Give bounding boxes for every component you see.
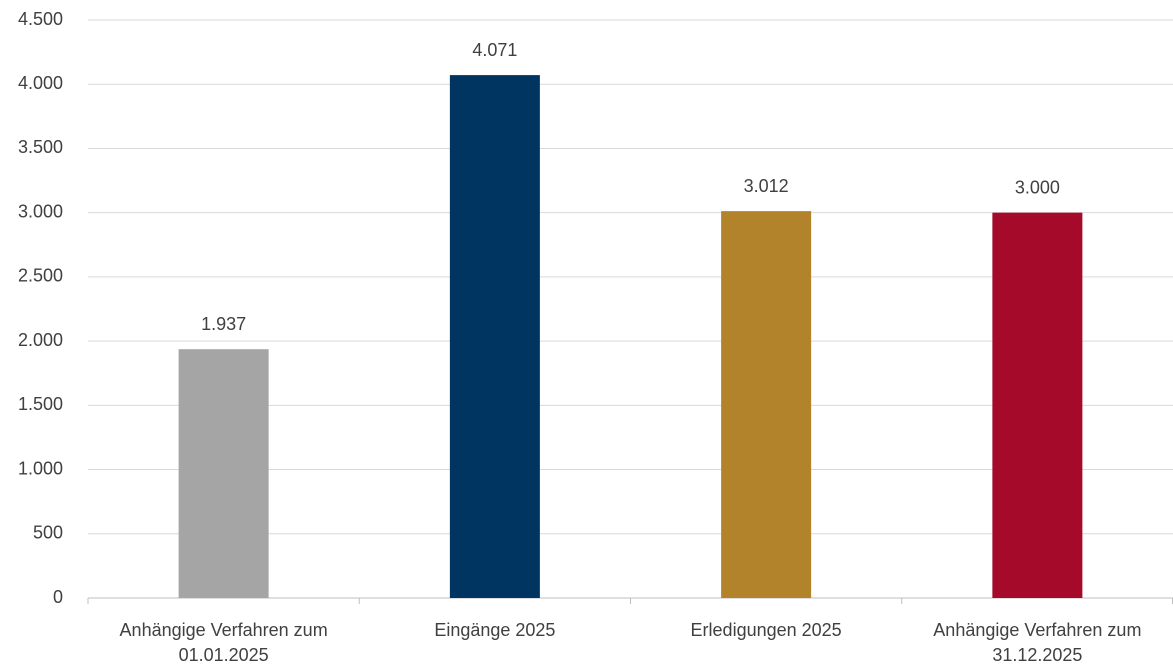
bar xyxy=(721,211,812,598)
y-tick-label: 500 xyxy=(33,523,63,543)
bar xyxy=(178,349,269,598)
y-tick-label: 3.000 xyxy=(18,201,63,221)
y-tick-label: 1.000 xyxy=(18,458,63,478)
y-tick-label: 1.500 xyxy=(18,394,63,414)
y-tick-label: 3.500 xyxy=(18,137,63,157)
x-tick-label: Eingänge 2025 xyxy=(434,620,556,640)
value-label: 3.000 xyxy=(1015,177,1060,197)
bar xyxy=(449,75,540,599)
y-tick-label: 2.000 xyxy=(18,330,63,350)
value-label: 4.071 xyxy=(472,40,517,60)
value-label: 3.012 xyxy=(744,176,789,196)
y-tick-label: 2.500 xyxy=(18,266,63,286)
x-tick-label: Anhängige Verfahren zum 01.01.2025 xyxy=(119,620,328,665)
value-label: 1.937 xyxy=(201,314,246,334)
x-tick-label: Erledigungen 2025 xyxy=(690,620,842,640)
bar xyxy=(992,212,1083,598)
y-tick-label: 4.000 xyxy=(18,73,63,93)
y-tick-label: 4.500 xyxy=(18,9,63,29)
x-tick-label: Anhängige Verfahren zum 31.12.2025 xyxy=(933,620,1142,665)
y-tick-label: 0 xyxy=(53,587,63,607)
